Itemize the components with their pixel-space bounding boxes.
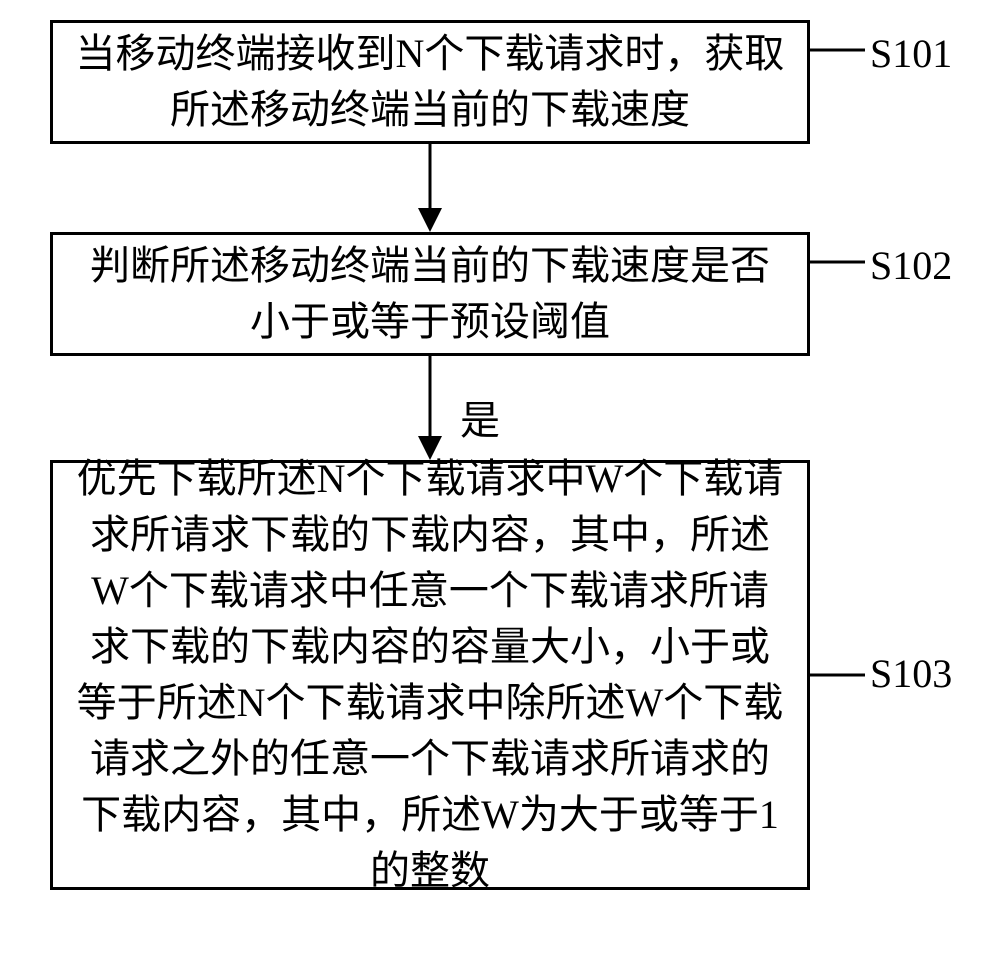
edge-label-yes: 是 (460, 388, 500, 446)
flow-label-s103: S103 (870, 650, 952, 697)
flow-node-s101-text: 当移动终端接收到N个下载请求时，获取所述移动终端当前的下载速度 (73, 26, 787, 138)
flow-node-s102: 判断所述移动终端当前的下载速度是否小于或等于预设阈值 (50, 232, 810, 356)
flow-label-s101: S101 (870, 30, 952, 77)
flow-node-s101: 当移动终端接收到N个下载请求时，获取所述移动终端当前的下载速度 (50, 20, 810, 144)
flowchart-canvas: 当移动终端接收到N个下载请求时，获取所述移动终端当前的下载速度 S101 判断所… (0, 0, 1000, 961)
flow-node-s103: 优先下载所述N个下载请求中W个下载请求所请求下载的下载内容，其中，所述W个下载请… (50, 460, 810, 890)
flow-label-s102: S102 (870, 242, 952, 289)
flow-node-s103-text: 优先下载所述N个下载请求中W个下载请求所请求下载的下载内容，其中，所述W个下载请… (73, 451, 787, 899)
flow-node-s102-text: 判断所述移动终端当前的下载速度是否小于或等于预设阈值 (73, 238, 787, 350)
